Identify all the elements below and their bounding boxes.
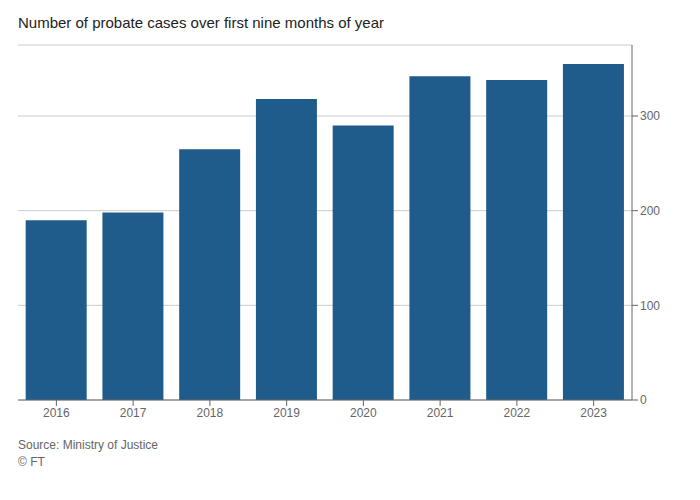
svg-text:0: 0 [640, 393, 647, 407]
svg-text:200: 200 [640, 204, 660, 218]
svg-text:2021: 2021 [427, 406, 454, 420]
html-text:© FT: © FT [18, 455, 45, 469]
svg-text:100: 100 [640, 299, 660, 313]
svg-text:2019: 2019 [273, 406, 300, 420]
svg-text:2023: 2023 [580, 406, 607, 420]
html-text:Number of probate cases over f: Number of probate cases over first nine … [18, 14, 384, 31]
svg-text:300: 300 [640, 109, 660, 123]
svg-text:2020: 2020 [350, 406, 377, 420]
svg-text:2017: 2017 [120, 406, 147, 420]
svg-text:2022: 2022 [504, 406, 531, 420]
svg-text:2016: 2016 [43, 406, 70, 420]
html-text:Source: Ministry of Justice: Source: Ministry of Justice [18, 438, 158, 452]
svg-text:2018: 2018 [197, 406, 224, 420]
